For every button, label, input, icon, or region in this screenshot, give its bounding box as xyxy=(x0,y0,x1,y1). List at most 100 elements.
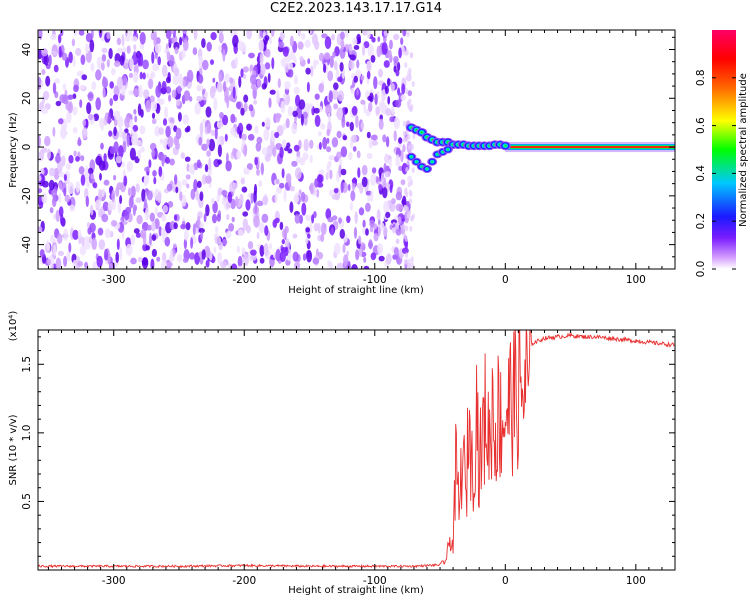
noise-cell xyxy=(39,149,45,161)
noise-cell xyxy=(175,142,181,150)
noise-cell xyxy=(247,133,255,141)
noise-cell xyxy=(148,78,154,90)
noise-cell xyxy=(340,146,348,158)
noise-cell xyxy=(102,87,106,99)
noise-cell xyxy=(370,190,374,203)
noise-cell xyxy=(354,211,358,224)
noise-cell xyxy=(306,250,313,263)
noise-cell xyxy=(116,238,120,250)
noise-cell xyxy=(232,182,238,188)
noise-cell xyxy=(247,241,254,250)
noise-cell xyxy=(48,179,55,191)
noise-cell xyxy=(48,167,56,177)
noise-cell xyxy=(66,251,71,262)
noise-cell xyxy=(332,51,336,58)
noise-cell xyxy=(393,130,397,142)
noise-cell xyxy=(141,188,146,202)
noise-cell xyxy=(398,137,403,144)
noise-cell xyxy=(85,32,93,43)
noise-cell xyxy=(198,227,205,234)
noise-cell xyxy=(186,183,190,189)
noise-cell xyxy=(154,206,158,215)
noise-cell xyxy=(286,142,291,149)
noise-cell xyxy=(132,205,136,216)
noise-cell xyxy=(309,182,314,195)
noise-cell xyxy=(179,36,183,46)
noise-cell xyxy=(145,245,150,251)
signal-branch-point xyxy=(431,160,434,163)
noise-cell xyxy=(92,182,98,189)
noise-cell xyxy=(392,254,398,260)
y-tick-label: 20 xyxy=(21,92,33,105)
noise-edge-cell xyxy=(411,167,415,174)
noise-cell xyxy=(117,116,124,129)
noise-cell xyxy=(395,99,402,108)
noise-cell xyxy=(177,254,183,263)
colorbar-tick-label: 0.8 xyxy=(695,69,707,86)
noise-cell xyxy=(302,111,308,119)
colorbar-tick-label: 0.0 xyxy=(695,261,707,278)
noise-cell xyxy=(107,200,114,211)
noise-cell xyxy=(305,227,311,233)
noise-cell xyxy=(320,222,327,236)
noise-cell xyxy=(365,228,369,236)
noise-cell xyxy=(151,51,155,64)
noise-cell xyxy=(229,77,234,84)
noise-cell xyxy=(376,45,382,58)
noise-cell xyxy=(342,243,346,254)
noise-cell xyxy=(75,180,80,193)
noise-cell xyxy=(184,156,191,162)
noise-cell xyxy=(51,188,57,198)
noise-cell xyxy=(285,118,290,129)
noise-cell xyxy=(268,97,272,109)
noise-cell xyxy=(279,146,284,159)
noise-cell xyxy=(157,56,161,66)
noise-cell xyxy=(145,99,152,113)
noise-cell xyxy=(213,97,218,111)
noise-cell xyxy=(292,251,299,262)
noise-cell xyxy=(267,72,271,83)
noise-cell xyxy=(116,47,123,54)
noise-cell xyxy=(256,136,263,145)
noise-cell xyxy=(136,214,143,225)
noise-cell xyxy=(300,32,306,40)
signal-branch-point xyxy=(436,153,439,156)
noise-cell xyxy=(143,89,150,99)
noise-cell xyxy=(217,121,222,129)
noise-cell xyxy=(217,159,223,165)
noise-cell xyxy=(393,247,399,256)
noise-cell xyxy=(65,163,72,171)
noise-cell xyxy=(129,147,136,161)
noise-cell xyxy=(344,107,348,114)
noise-cell xyxy=(129,119,134,129)
noise-cell xyxy=(44,242,51,254)
noise-cell xyxy=(254,156,258,166)
noise-cell xyxy=(243,94,249,103)
noise-cell xyxy=(126,45,131,54)
noise-cell xyxy=(375,106,381,115)
signal-point xyxy=(447,141,449,143)
noise-cell xyxy=(317,131,322,137)
noise-cell xyxy=(157,192,162,203)
noise-cell xyxy=(253,215,260,228)
noise-cell xyxy=(199,222,204,229)
noise-cell xyxy=(281,139,287,149)
noise-cell xyxy=(68,242,72,253)
noise-cell xyxy=(121,161,125,168)
noise-cell xyxy=(240,177,245,185)
noise-cell xyxy=(382,134,387,143)
noise-cell xyxy=(149,95,155,103)
noise-cell xyxy=(282,46,289,57)
noise-cell xyxy=(336,262,344,269)
noise-cell xyxy=(357,37,361,44)
noise-cell xyxy=(210,59,214,65)
noise-cell xyxy=(274,131,280,139)
noise-cell xyxy=(339,62,344,72)
noise-cell xyxy=(113,94,119,102)
noise-cell xyxy=(62,94,69,105)
noise-cell xyxy=(225,202,232,209)
noise-edge-cell xyxy=(406,159,410,166)
noise-cell xyxy=(391,198,396,204)
noise-cell xyxy=(242,66,249,73)
